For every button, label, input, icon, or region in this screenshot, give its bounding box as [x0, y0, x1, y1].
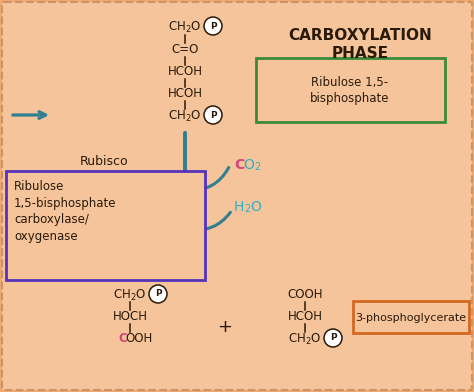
Text: P: P — [210, 22, 216, 31]
Text: 3-phosphoglycerate: 3-phosphoglycerate — [356, 313, 466, 323]
Text: HCOH: HCOH — [288, 310, 322, 323]
Text: CH$_2$O: CH$_2$O — [288, 332, 322, 347]
Text: Ribulose 1,5-
bisphosphate: Ribulose 1,5- bisphosphate — [310, 76, 390, 105]
Text: C: C — [234, 158, 244, 172]
Text: +: + — [218, 318, 233, 336]
Text: H: H — [234, 200, 245, 214]
Text: CH$_2$O: CH$_2$O — [113, 288, 146, 303]
Text: O: O — [243, 158, 254, 172]
Text: Ribulose
1,5-bisphosphate
carboxylase/
oxygenase: Ribulose 1,5-bisphosphate carboxylase/ o… — [14, 180, 117, 243]
FancyBboxPatch shape — [256, 58, 445, 122]
Circle shape — [149, 285, 167, 303]
Text: CARBOXYLATION
PHASE: CARBOXYLATION PHASE — [288, 28, 432, 61]
Text: HCOH: HCOH — [167, 65, 202, 78]
Text: C=O: C=O — [171, 43, 199, 56]
Text: CH$_2$O: CH$_2$O — [168, 109, 201, 124]
FancyBboxPatch shape — [6, 171, 205, 280]
Circle shape — [204, 106, 222, 124]
Text: OOH: OOH — [125, 332, 152, 345]
Text: COOH: COOH — [287, 288, 323, 301]
FancyBboxPatch shape — [353, 301, 469, 333]
Text: P: P — [155, 290, 161, 298]
Text: CH$_2$O: CH$_2$O — [168, 20, 201, 35]
Text: 2: 2 — [254, 162, 260, 172]
Text: O: O — [250, 200, 261, 214]
Text: P: P — [210, 111, 216, 120]
Text: HOCH: HOCH — [112, 310, 147, 323]
Text: HCOH: HCOH — [167, 87, 202, 100]
Text: P: P — [330, 334, 337, 343]
Text: Rubisco: Rubisco — [80, 155, 128, 168]
Text: C: C — [118, 332, 127, 345]
Circle shape — [324, 329, 342, 347]
Text: 2: 2 — [244, 204, 250, 214]
Circle shape — [204, 17, 222, 35]
